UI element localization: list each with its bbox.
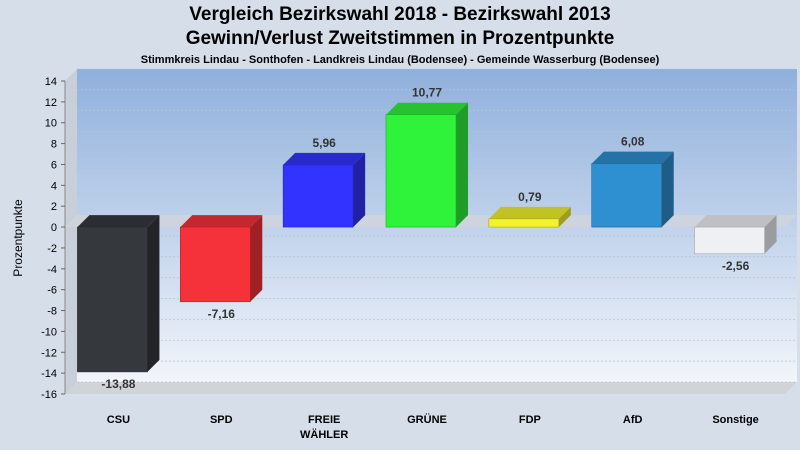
plot-side-wall (65, 69, 77, 394)
chart-title-line1: Vergleich Bezirkswahl 2018 - Bezirkswahl… (189, 4, 611, 25)
y-tick-label: -8 (47, 306, 57, 318)
data-label: -7,16 (208, 307, 236, 321)
y-tick-label: 0 (51, 222, 57, 234)
bar-spd: -7,16 (179, 215, 263, 321)
bar-grüne: 10,77 (385, 86, 468, 228)
bars: -13,88 -7,16 5,96 10,77 0,79 6,08 -2,56 (77, 86, 777, 391)
bar-top (591, 151, 674, 164)
bar-top (77, 215, 160, 228)
bar-side (661, 151, 674, 228)
bar-side (764, 215, 777, 254)
x-tick-label: SPD (210, 414, 233, 426)
bar-front (179, 226, 251, 303)
bar-front (77, 226, 148, 373)
y-tick-label: -16 (41, 389, 57, 401)
data-label: 6,08 (621, 135, 645, 149)
x-tick-label: CSU (107, 414, 130, 426)
bar-top (180, 215, 263, 228)
x-tick-label: GRÜNE (407, 413, 447, 426)
data-label: -2,56 (722, 259, 750, 273)
y-tick-label: -6 (47, 285, 57, 297)
bar-fdp: 0,79 (488, 190, 571, 228)
y-tick-label: -2 (47, 243, 57, 255)
x-axis: CSU SPD FREIE WÄHLER GRÜNE FDP AfD Sonstige (107, 413, 759, 441)
y-axis-label: Prozentpunkte (11, 199, 25, 277)
bar-side (250, 215, 263, 302)
bar-front (591, 163, 663, 228)
bar-top (283, 152, 366, 165)
bar-freie: 5,96 (282, 136, 366, 228)
y-tick-label: 14 (45, 76, 57, 88)
bar-side (353, 152, 366, 228)
data-label: 10,77 (412, 86, 442, 100)
bar-top (386, 102, 468, 115)
y-tick-label: -14 (41, 368, 57, 380)
bar-front (282, 164, 354, 228)
y-tick-label: -4 (47, 264, 57, 276)
y-tick-label: 4 (51, 180, 57, 192)
bar-csu: -13,88 (77, 215, 160, 391)
y-tick-label: -10 (41, 326, 57, 338)
chart-title-line2: Gewinn/Verlust Zweitstimmen in Prozentpu… (185, 28, 615, 49)
bar-top (694, 215, 777, 228)
x-tick-label: FDP (519, 414, 541, 426)
bar-sonstige: -2,56 (694, 215, 777, 273)
bar-front (488, 218, 560, 228)
bar-front (694, 226, 765, 255)
bar-side (558, 206, 571, 228)
x-tick-label: FREIE (308, 414, 340, 426)
y-tick-label: 10 (45, 118, 57, 130)
plot-floor (65, 382, 797, 394)
y-tick-label: 2 (51, 201, 57, 213)
x-tick-label: WÄHLER (300, 428, 348, 441)
x-tick-label: AfD (623, 414, 643, 426)
y-tick-label: 6 (51, 159, 57, 171)
x-tick-label: Sonstige (712, 414, 758, 426)
bar-side (456, 102, 468, 228)
bar-top (488, 206, 571, 219)
bar-afd: 6,08 (591, 135, 674, 228)
y-tick-label: 8 (51, 139, 57, 151)
y-tick-label: 12 (45, 97, 57, 109)
bar-front (385, 114, 457, 228)
data-label: 0,79 (518, 190, 542, 204)
chart-subtitle: Stimmkreis Lindau - Sonthofen - Landkrei… (140, 54, 660, 66)
y-axis: 14 12 10 8 6 4 2 0 -2 -4 -6 -8 -10 -12 -14 -16 (41, 76, 65, 401)
y-tick-label: -12 (41, 347, 57, 359)
data-label: -13,88 (101, 377, 135, 391)
bar-side (147, 215, 160, 372)
data-label: 5,96 (312, 136, 336, 150)
